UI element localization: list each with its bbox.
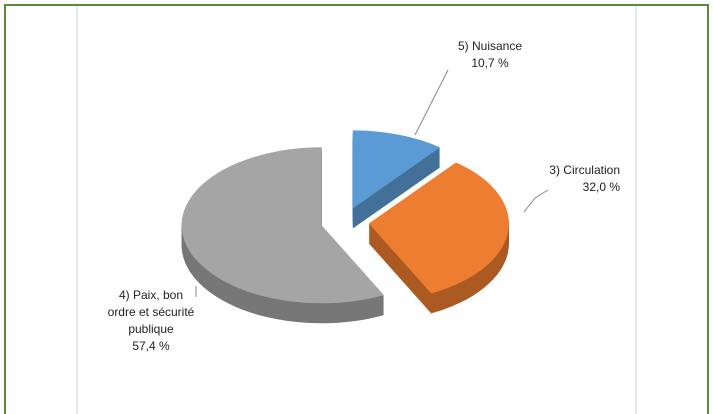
leader-line [414, 69, 449, 136]
slice-label: 5) Nuisance 10,7 % [457, 39, 523, 70]
leader-line [523, 189, 549, 213]
table-border [4, 4, 709, 414]
slice-label: 4) Paix, bon ordre et sécurité publique 5… [107, 288, 195, 353]
slice-label: 3) Circulation 32,0 % [549, 163, 620, 194]
slice [352, 130, 441, 209]
slice [368, 162, 509, 294]
slice [181, 147, 384, 304]
